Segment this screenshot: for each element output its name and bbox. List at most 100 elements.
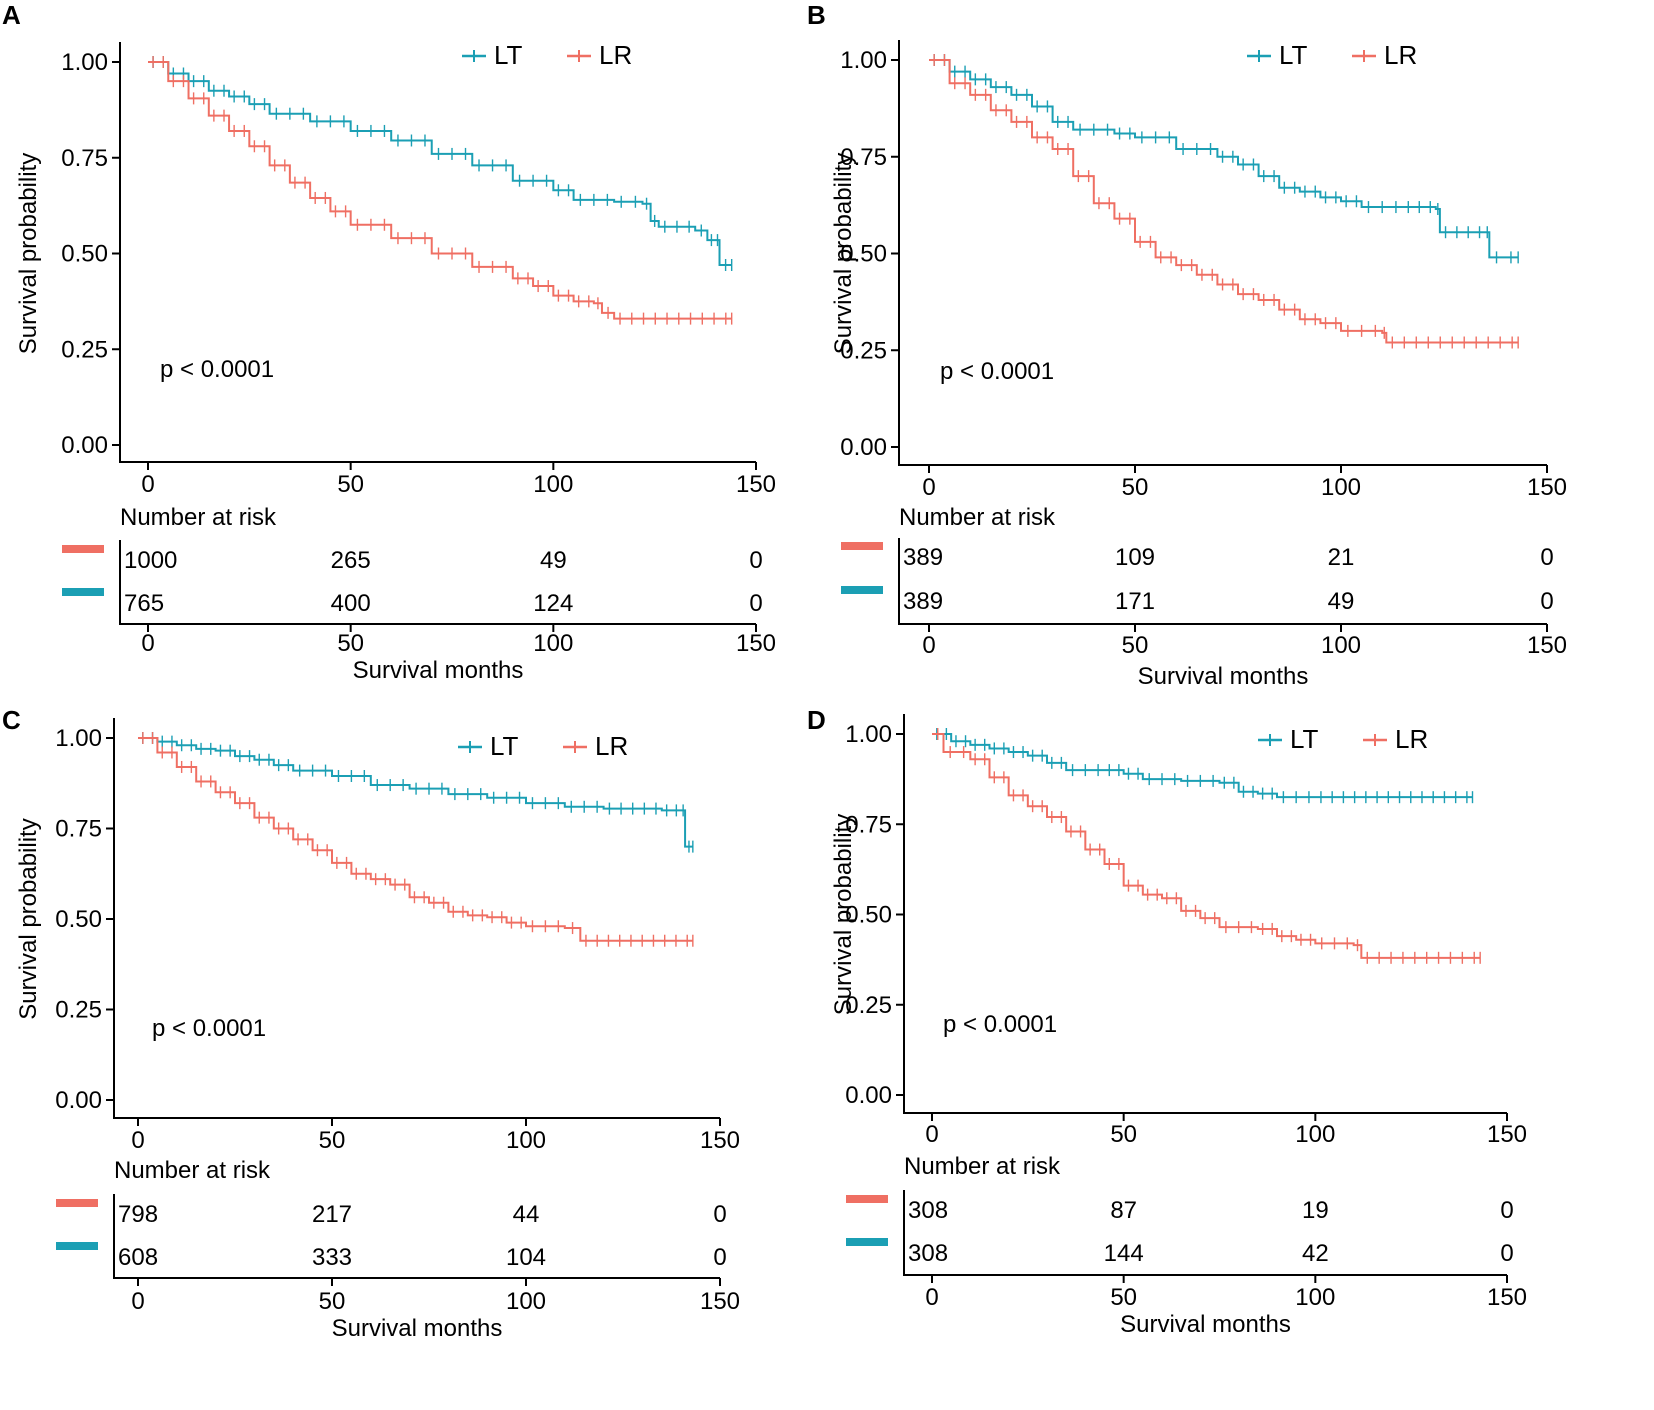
chart-svg: A 0.00 0.25 0.50 0.75 1.00 0 50 100 150 Survival p… [2, 0, 776, 684]
risk-table-title: Number at risk [120, 504, 277, 531]
y-tick-label: 1.00 [845, 721, 892, 748]
axis-lines [119, 42, 756, 463]
y-tick-label: 0.50 [840, 241, 887, 268]
x-tick-label: 0 [131, 1127, 144, 1154]
censor-marks-lr [142, 732, 688, 947]
risk-axis-lines [119, 540, 756, 625]
x-tick-label: 0 [925, 1121, 938, 1148]
y-axis-label: Survival probability [15, 818, 42, 1019]
x-tick-label: 0 [922, 474, 935, 501]
risk-value: 217 [312, 1201, 352, 1228]
risk-value: 308 [908, 1240, 948, 1267]
y-tick-label: 0.00 [61, 432, 108, 459]
x-axis-label: Survival months [1120, 1311, 1291, 1338]
legend-label: LT [490, 731, 519, 761]
censor-marks-lt [936, 728, 1468, 804]
risk-value: 0 [1540, 544, 1553, 571]
y-tick-label: 0.75 [840, 144, 887, 171]
risk-x-tick-label: 0 [925, 1284, 938, 1311]
y-tick-label: 1.00 [840, 47, 887, 74]
risk-value: 124 [533, 590, 573, 617]
axis-lines [898, 40, 1547, 466]
y-tick-label: 0.50 [845, 902, 892, 929]
risk-value: 0 [749, 590, 762, 617]
risk-axis-lines [898, 538, 1547, 625]
y-tick-label: 0.25 [845, 992, 892, 1019]
risk-value: 333 [312, 1244, 352, 1271]
y-tick-label: 0.00 [55, 1087, 102, 1114]
y-tick-label: 0.25 [55, 997, 102, 1024]
risk-value: 798 [118, 1201, 158, 1228]
survival-curve-lt [932, 733, 1473, 799]
y-tick-label: 1.00 [55, 725, 102, 752]
x-tick-label: 50 [1110, 1121, 1137, 1148]
x-tick-label: 50 [1122, 474, 1149, 501]
risk-value: 49 [540, 547, 567, 574]
risk-table-title: Number at risk [904, 1153, 1061, 1180]
risk-x-tick-label: 100 [506, 1288, 546, 1315]
p-value: p < 0.0001 [152, 1015, 266, 1042]
risk-value: 87 [1110, 1197, 1137, 1224]
x-tick-label: 150 [736, 471, 776, 498]
legend-item-lt: LT [1258, 724, 1319, 754]
risk-row-swatch-lt [56, 1242, 98, 1250]
legend-item-lr: LR [567, 40, 632, 70]
x-tick-label: 0 [141, 471, 154, 498]
axis-lines [113, 718, 720, 1119]
risk-value: 104 [506, 1244, 546, 1271]
y-tick-label: 0.25 [61, 336, 108, 363]
y-tick-label: 0.50 [55, 906, 102, 933]
panel-letter: D [807, 705, 826, 735]
risk-x-tick-label: 150 [1527, 632, 1567, 659]
x-axis-label: Survival months [1138, 663, 1309, 690]
legend-item-lt: LT [1247, 40, 1308, 70]
y-axis-label: Survival probability [830, 153, 857, 354]
censor-marks-lt [933, 54, 1512, 264]
risk-x-tick-label: 0 [922, 632, 935, 659]
risk-value: 19 [1302, 1197, 1329, 1224]
p-value: p < 0.0001 [940, 358, 1054, 385]
censor-marks-lr [933, 54, 1513, 349]
risk-value: 608 [118, 1244, 158, 1271]
legend-label: LR [599, 40, 632, 70]
survival-curve-lt [148, 61, 732, 266]
y-tick-label: 0.75 [61, 145, 108, 172]
risk-row-swatch-lt [846, 1238, 888, 1246]
risk-x-tick-label: 100 [1321, 632, 1361, 659]
risk-value: 765 [124, 590, 164, 617]
risk-row-swatch-lr [56, 1199, 98, 1207]
risk-row-swatch-lr [841, 542, 883, 550]
legend-item-lr: LR [563, 731, 628, 761]
risk-value: 49 [1328, 588, 1355, 615]
x-tick-label: 150 [700, 1127, 740, 1154]
risk-value: 0 [1500, 1197, 1513, 1224]
x-tick-label: 50 [319, 1127, 346, 1154]
y-tick-label: 0.75 [55, 816, 102, 843]
x-tick-label: 150 [1527, 474, 1567, 501]
legend-item-lr: LR [1363, 724, 1428, 754]
risk-value: 389 [903, 544, 943, 571]
chart-svg: C 0.00 0.25 0.50 0.75 1.00 0 50 100 150 Survival p… [2, 705, 740, 1342]
x-axis-label: Survival months [353, 657, 524, 684]
risk-value: 0 [1500, 1240, 1513, 1267]
chart-svg: D 0.00 0.25 0.50 0.75 1.00 0 50 100 150 Survival p… [807, 705, 1527, 1338]
survival-curve-lr [932, 733, 1481, 959]
risk-value: 0 [749, 547, 762, 574]
risk-x-tick-label: 150 [700, 1288, 740, 1315]
risk-axis-lines [903, 1190, 1507, 1276]
y-tick-label: 1.00 [61, 49, 108, 76]
x-tick-label: 150 [1487, 1121, 1527, 1148]
risk-x-tick-label: 50 [337, 630, 364, 657]
risk-value: 0 [1540, 588, 1553, 615]
risk-x-tick-label: 0 [141, 630, 154, 657]
y-tick-label: 0.00 [840, 434, 887, 461]
risk-row-swatch-lr [846, 1195, 888, 1203]
survival-curve-lr [929, 59, 1519, 344]
legend-item-lt: LT [458, 731, 519, 761]
risk-x-tick-label: 100 [1295, 1284, 1335, 1311]
risk-value: 144 [1104, 1240, 1144, 1267]
risk-x-tick-label: 150 [736, 630, 776, 657]
legend-label: LR [595, 731, 628, 761]
panel-d: D 0.00 0.25 0.50 0.75 1.00 0 50 100 150 Survival p… [807, 705, 1654, 1410]
censor-marks-lt [152, 56, 727, 271]
